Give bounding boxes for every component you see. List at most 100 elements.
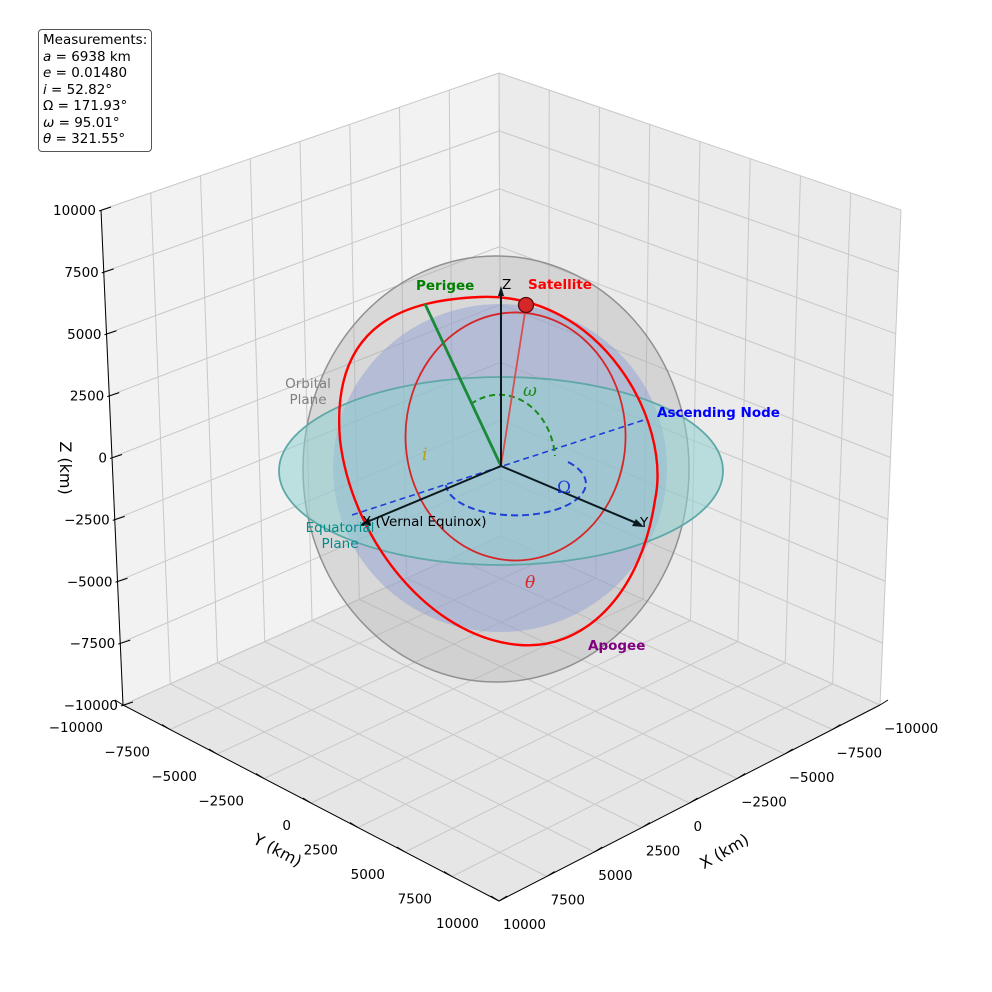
equatorial-plane-label-line2: Plane (321, 536, 358, 552)
x-tick-mark (498, 895, 508, 902)
perigee-label: Perigee (416, 278, 474, 294)
z-tick-label: 10000 (53, 203, 96, 219)
orbit-scene: Perigee Satellite Ascending Node Apogee … (278, 255, 780, 683)
x-tick-label: 5000 (598, 868, 632, 884)
z-tick-mark (101, 268, 114, 274)
perigee-line (423, 303, 503, 467)
y-tick-label: 7500 (398, 892, 432, 908)
inclination-symbol: i (422, 445, 427, 465)
y-tick-label: −7500 (104, 745, 150, 761)
x-reference-label: X (Vernal Equinox) (362, 514, 487, 530)
y-tick-label: 0 (282, 818, 291, 834)
y-tick-mark (490, 895, 500, 902)
y-tick-mark (349, 822, 359, 828)
z-tick-label: −5000 (67, 574, 113, 590)
z-reference-label: Z (502, 277, 511, 293)
x-tick-mark (784, 748, 794, 755)
grid-line (357, 641, 739, 828)
measurement-theta: θ = 321.55° (43, 131, 126, 147)
grid-line (737, 158, 751, 642)
arg-perigee-symbol: ω (523, 381, 537, 401)
equatorial-plane-label-line1: Equatorial (306, 520, 375, 536)
z-tick-label: −10000 (64, 698, 118, 714)
grid-line (122, 535, 502, 706)
z-tick-mark (109, 454, 123, 459)
z-tick-label: 2500 (70, 389, 104, 405)
y-tick-mark (396, 846, 406, 853)
orbital-plane-label-line2: Plane (289, 392, 326, 408)
y-tick-label: 10000 (436, 916, 479, 932)
x-tick-mark (546, 871, 555, 877)
measurements-box: Measurements: a = 6938 km e = 0.01480 i … (38, 29, 153, 152)
grid-line (500, 535, 881, 706)
measurement-omega: ω = 95.01° (43, 114, 120, 131)
measurement-e: e = 0.01480 (43, 65, 128, 81)
z-tick-mark (120, 701, 134, 707)
grid-line (359, 598, 738, 779)
z-tick-label: 7500 (64, 265, 98, 281)
z-tick-label: −2500 (64, 512, 110, 528)
grid-line (404, 662, 786, 853)
y-tick-mark (114, 699, 124, 706)
x-tick-label: 0 (694, 819, 703, 835)
x-tick-mark (641, 822, 651, 828)
x-tick-mark (879, 699, 889, 706)
satellite-marker (517, 296, 535, 314)
z-tick-mark (104, 330, 117, 336)
y-tick-label: −5000 (151, 769, 197, 785)
z-tick-mark (118, 639, 131, 645)
y-tick-mark (302, 797, 312, 804)
grid-line (310, 620, 691, 804)
y-tick-label: 5000 (351, 867, 385, 883)
grid-line (784, 175, 801, 663)
x-axis-title: X (km) (696, 830, 752, 873)
z-axis-title: Z (km) (56, 441, 75, 494)
x-reference-axis (361, 465, 502, 525)
measurements-title: Measurements: (43, 32, 148, 48)
grid-line (406, 577, 785, 755)
floor-pane (123, 536, 880, 901)
grid-line (832, 192, 852, 684)
x-tick-mark (593, 846, 603, 853)
y-axis-title: Y (km) (249, 829, 305, 871)
x-tick-label: 10000 (503, 917, 546, 933)
measurement-i: i = 52.82° (43, 81, 113, 98)
z-tick-label: −7500 (70, 636, 116, 652)
z-tick-mark (115, 577, 128, 583)
measurement-a: a = 6938 km (43, 48, 131, 65)
true-anomaly-arc (404, 311, 627, 562)
grid-line (111, 304, 501, 458)
grid-line (499, 304, 891, 458)
y-axis-arrow (632, 519, 644, 527)
grid-line (879, 209, 902, 706)
z-tick-mark (107, 392, 120, 398)
z-tick-mark (98, 206, 112, 212)
y-reference-axis (500, 465, 642, 526)
y-tick-mark (208, 748, 218, 755)
x-tick-mark (832, 724, 841, 730)
y-tick-mark (255, 773, 265, 779)
satellite-label: Satellite (528, 277, 592, 293)
ascending-node-label: Ascending Node (657, 405, 780, 421)
grid-line (451, 683, 833, 877)
z-tick-mark (112, 515, 125, 521)
x-tick-label: 7500 (551, 893, 585, 909)
node-symbol: Ω (557, 478, 571, 498)
x-tick-label: −2500 (741, 795, 787, 811)
z-tick-label: 5000 (67, 327, 101, 343)
x-tick-mark (736, 773, 746, 779)
z-axis-arrow (498, 286, 504, 296)
true-anomaly-symbol: θ (525, 573, 535, 593)
z-tick-label: 0 (98, 451, 107, 467)
y-tick-label: −10000 (49, 720, 103, 736)
x-axis-arrow (359, 518, 371, 526)
y-tick-label: 2500 (304, 843, 338, 859)
y-tick-mark (161, 724, 171, 730)
orbit-path (337, 295, 659, 647)
y-tick-label: −2500 (198, 794, 244, 810)
arg-perigee-arc (470, 393, 556, 457)
x-tick-label: −10000 (884, 721, 938, 737)
axes-ticks: −10000−7500−5000−2500025005000750010000−… (49, 203, 939, 933)
omega-node-arc (445, 461, 587, 517)
